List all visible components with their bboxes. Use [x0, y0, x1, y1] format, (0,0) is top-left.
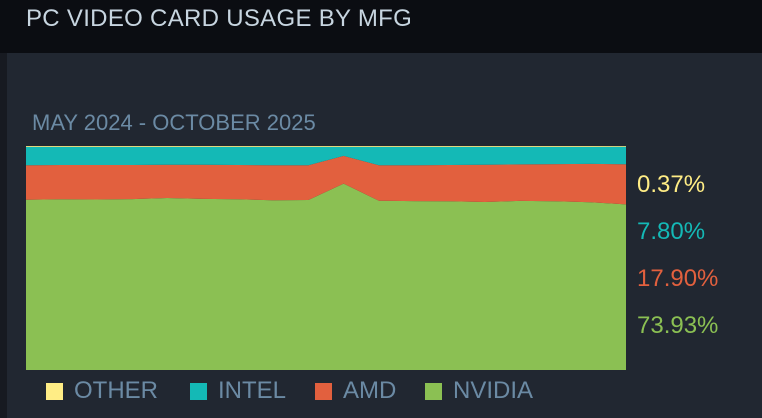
area-series-intel [26, 146, 626, 166]
legend-swatch-intel [190, 382, 207, 400]
legend-label-intel: INTEL [218, 377, 287, 404]
legend-item-amd: AMD [315, 376, 396, 406]
legend-item-intel: INTEL [190, 376, 286, 406]
latest-value-nvidia: 73.93% [637, 312, 719, 339]
header-bar: PC VIDEO CARD USAGE BY MFG [0, 0, 762, 53]
latest-value-intel: 7.80% [637, 218, 706, 245]
legend-swatch-other [46, 382, 63, 400]
legend-item-other: OTHER [46, 376, 158, 406]
legend-item-nvidia: NVIDIA [425, 376, 533, 406]
legend-swatch-amd [315, 382, 332, 400]
page-title: PC VIDEO CARD USAGE BY MFG [26, 5, 413, 32]
legend-label-other: OTHER [74, 377, 158, 404]
legend-swatch-nvidia [425, 382, 442, 400]
legend-label-nvidia: NVIDIA [453, 377, 534, 404]
latest-value-other: 0.37% [637, 171, 706, 198]
area-series-nvidia [26, 183, 626, 370]
area-series-other [26, 146, 626, 147]
area-series-amd [26, 155, 626, 205]
legend-label-amd: AMD [343, 377, 397, 404]
chart-date-range: MAY 2024 - OCTOBER 2025 [32, 110, 316, 135]
latest-value-amd: 17.90% [637, 265, 719, 292]
